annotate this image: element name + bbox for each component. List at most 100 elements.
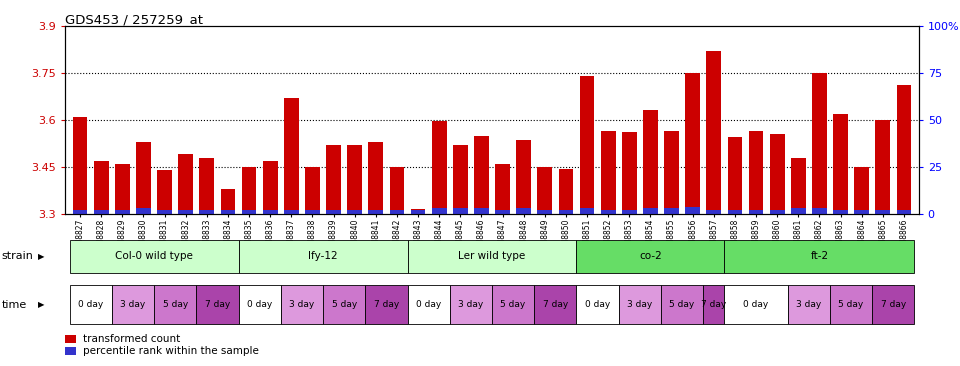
Bar [664,209,679,214]
Text: Col-0 wild type: Col-0 wild type [115,251,193,261]
Bar [305,210,320,214]
Bar [453,145,468,214]
Text: percentile rank within the sample: percentile rank within the sample [83,346,258,356]
Bar [284,210,299,214]
Bar [791,209,805,214]
Bar [749,131,763,214]
Bar [157,210,172,214]
Bar [495,164,510,214]
Bar [411,209,425,214]
Text: 5 day: 5 day [669,300,695,309]
Text: 0 day: 0 day [416,300,442,309]
Bar [411,210,425,214]
Text: 7 day: 7 day [880,300,906,309]
Bar [348,145,362,214]
Bar [833,210,848,214]
Bar [326,145,341,214]
Bar [94,161,108,214]
Bar [538,210,552,214]
Bar [516,209,531,214]
Bar [559,210,573,214]
Text: 3 day: 3 day [289,300,315,309]
Bar [707,51,721,214]
Bar [432,209,446,214]
Bar [664,131,679,214]
Bar [73,210,87,214]
Bar [390,210,404,214]
Bar [516,140,531,214]
Text: time: time [2,300,27,310]
Text: 7 day: 7 day [542,300,568,309]
Text: 0 day: 0 day [247,300,273,309]
Text: 5 day: 5 day [331,300,357,309]
Text: 7 day: 7 day [204,300,230,309]
Bar [284,98,299,214]
Bar [115,210,130,214]
Bar [707,210,721,214]
Text: ▶: ▶ [38,252,45,261]
Bar [432,122,446,214]
Bar [685,73,700,214]
Bar [369,142,383,214]
Bar [580,76,594,214]
Bar [643,209,658,214]
Bar [812,209,827,214]
Text: 0 day: 0 day [585,300,611,309]
Text: 0 day: 0 day [78,300,104,309]
Bar [242,210,256,214]
Bar [495,210,510,214]
Text: transformed count: transformed count [83,334,180,344]
Text: 5 day: 5 day [500,300,526,309]
Bar [453,209,468,214]
Bar [326,210,341,214]
Text: 7 day: 7 day [701,300,727,309]
Bar [242,167,256,214]
Text: 3 day: 3 day [120,300,146,309]
Text: ▶: ▶ [38,300,45,309]
Bar [263,210,277,214]
Bar [348,210,362,214]
Bar [179,154,193,214]
Bar [770,210,784,214]
Text: 7 day: 7 day [373,300,399,309]
Bar [221,210,235,214]
Bar [157,170,172,214]
Bar [474,209,489,214]
Bar [791,157,805,214]
Bar [263,161,277,214]
Text: 0 day: 0 day [743,300,769,309]
Bar [136,142,151,214]
Bar [94,210,108,214]
Bar [728,210,742,214]
Bar [770,134,784,214]
Text: 5 day: 5 day [162,300,188,309]
Bar [643,111,658,214]
Text: 3 day: 3 day [796,300,822,309]
Bar [876,210,890,214]
Text: 5 day: 5 day [838,300,864,309]
Text: 3 day: 3 day [627,300,653,309]
Bar [854,210,869,214]
Bar [601,131,615,214]
Bar [136,209,151,214]
Bar [854,167,869,214]
Text: strain: strain [2,251,34,261]
Bar [179,210,193,214]
Bar [897,85,911,214]
Bar [115,164,130,214]
Bar [369,210,383,214]
Text: Ler wild type: Ler wild type [458,251,526,261]
Bar [221,189,235,214]
Bar [73,117,87,214]
Bar [728,137,742,214]
Bar [305,167,320,214]
Text: 3 day: 3 day [458,300,484,309]
Bar [876,120,890,214]
Bar [200,210,214,214]
Text: lfy-12: lfy-12 [308,251,338,261]
Text: GDS453 / 257259_at: GDS453 / 257259_at [65,13,204,26]
Bar [200,157,214,214]
Bar [897,210,911,214]
Bar [749,210,763,214]
Bar [622,210,636,214]
